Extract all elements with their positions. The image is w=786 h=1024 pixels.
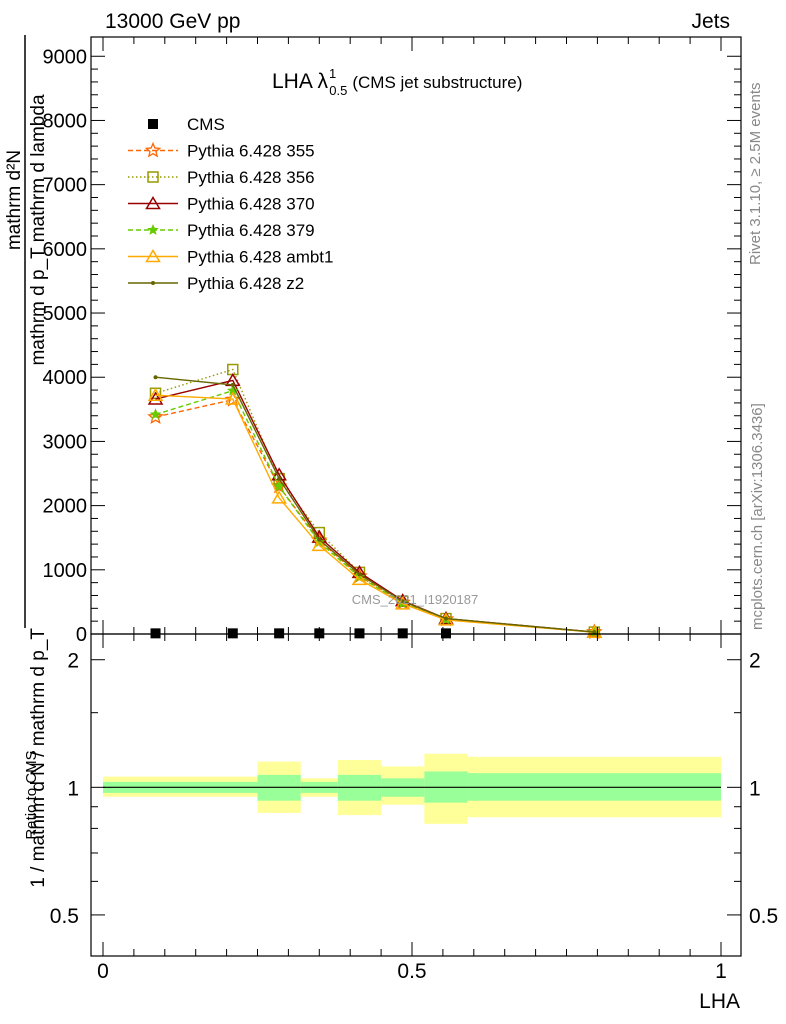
series-line-6 xyxy=(155,376,595,633)
main-ytick-label-0: 0 xyxy=(76,624,87,646)
main-title-text: LHA λ xyxy=(272,70,329,93)
legend-entry-1: Pythia 6.428 355 xyxy=(128,142,315,161)
series-0-point-6 xyxy=(440,628,451,639)
series-1-point-1 xyxy=(224,390,242,407)
main-ytick-label-7: 7000 xyxy=(43,175,88,197)
main-title: LHA λ1 0.5 (CMS jet substructure) xyxy=(272,66,522,98)
main-ytick-label-1: 1000 xyxy=(43,560,88,582)
legend-marker-6 xyxy=(151,281,155,285)
header-left: 13000 GeV pp xyxy=(105,10,240,33)
legend-label-6: Pythia 6.428 z2 xyxy=(187,274,304,293)
main-series xyxy=(147,363,603,640)
legend-label-1: Pythia 6.428 355 xyxy=(187,142,315,161)
legend-marker-4 xyxy=(147,223,159,235)
main-subtitle: (CMS jet substructure) xyxy=(352,73,522,92)
ratio-ylabel: Ratio to CMS xyxy=(23,750,40,839)
main-ytick-label-8: 8000 xyxy=(43,110,88,132)
ylabel-top: mathrm d²N xyxy=(4,150,25,250)
legend-label-4: Pythia 6.428 379 xyxy=(187,221,315,240)
ratio-ytick-label-right-1: 1 xyxy=(749,777,761,800)
axis-ticks: 0 1000 2000 3000 4000 5000 6000 7000 8000 9000 0.5… xyxy=(43,37,778,983)
legend-entry-4: Pythia 6.428 379 xyxy=(128,221,315,240)
ylabel-bot: 1 / mathrm d N / mathrm d p_T xyxy=(28,628,49,888)
series-0-point-5 xyxy=(397,628,408,639)
series-0-point-0 xyxy=(150,628,161,639)
ratio-xtick-label-2: 1 xyxy=(715,960,727,983)
series-6-point-1 xyxy=(230,382,235,387)
watermark: CMS_2021_I1920187 xyxy=(352,592,479,607)
ratio-ytick-label-left-0: 0.5 xyxy=(50,905,79,928)
ratio-plot-frame xyxy=(90,633,742,957)
header-right: Jets xyxy=(691,10,730,33)
ratio-bands xyxy=(103,753,721,824)
main-title-sup: 1 xyxy=(329,66,336,81)
series-5-point-0 xyxy=(147,387,164,401)
legend-entry-5: Pythia 6.428 ambt1 xyxy=(128,248,333,267)
legend: CMS Pythia 6.428 355 Pythia 6.428 356 Pythi… xyxy=(128,115,333,293)
legend-entry-0: CMS xyxy=(148,115,225,134)
series-6-point-7 xyxy=(592,630,597,635)
series-6-point-6 xyxy=(443,616,448,621)
x-axis-label: LHA xyxy=(699,990,740,1013)
series-6 xyxy=(153,375,597,635)
legend-marker-0 xyxy=(148,119,158,129)
legend-label-3: Pythia 6.428 370 xyxy=(187,195,315,214)
main-ytick-label-9: 9000 xyxy=(43,46,88,68)
ratio-ytick-label-left-2: 2 xyxy=(67,650,79,673)
series-4-point-0 xyxy=(149,408,162,420)
main-ytick-label-3: 3000 xyxy=(43,431,88,453)
legend-entry-6: Pythia 6.428 z2 xyxy=(128,274,304,293)
legend-label-5: Pythia 6.428 ambt1 xyxy=(187,248,333,267)
main-ytick-label-5: 5000 xyxy=(43,303,88,325)
main-ytick-label-2: 2000 xyxy=(43,496,88,518)
legend-marker-5 xyxy=(145,249,161,263)
ratio-ytick-label-right-2: 2 xyxy=(749,650,761,673)
legend-marker-1 xyxy=(144,141,162,158)
ratio-ytick-label-right-0: 0.5 xyxy=(749,905,778,928)
legend-label-0: CMS xyxy=(187,115,225,134)
series-6-point-4 xyxy=(357,572,362,577)
ratio-ytick-label-left-1: 1 xyxy=(67,777,79,800)
series-6-point-3 xyxy=(317,537,322,542)
main-title-sub: 0.5 xyxy=(329,83,347,98)
main-ytick-label-4: 4000 xyxy=(43,367,88,389)
series-5-point-1 xyxy=(224,391,241,405)
series-5-point-3 xyxy=(311,537,328,552)
rivet-label: Rivet 3.1.10, ≥ 2.5M events xyxy=(747,83,764,266)
legend-marker-2 xyxy=(147,171,159,183)
series-line-5 xyxy=(155,394,595,633)
legend-entry-2: Pythia 6.428 356 xyxy=(128,168,315,187)
series-5-point-2 xyxy=(271,490,287,504)
series-6-point-0 xyxy=(153,375,158,380)
series-1-point-0 xyxy=(147,408,164,425)
legend-label-2: Pythia 6.428 356 xyxy=(187,168,315,187)
series-6-point-5 xyxy=(400,599,405,604)
ratio-xtick-label-1: 0.5 xyxy=(397,960,426,983)
ylabel-mid: mathrm d p_T mathrm d lambda xyxy=(28,94,49,365)
plot-frames xyxy=(90,36,742,957)
series-6-point-2 xyxy=(277,476,282,481)
legend-marker-3 xyxy=(145,196,161,210)
series-0-point-1 xyxy=(227,628,238,639)
series-3-point-0 xyxy=(147,391,164,405)
mcplots-label: mcplots.cern.ch [arXiv:1306.3436] xyxy=(749,403,766,630)
series-5-point-4 xyxy=(351,571,368,586)
series-line-2 xyxy=(155,368,595,633)
ratio-xtick-label-0: 0 xyxy=(97,960,109,983)
series-line-4 xyxy=(155,389,595,633)
legend-entry-3: Pythia 6.428 370 xyxy=(128,195,315,214)
main-ytick-label-6: 6000 xyxy=(43,239,88,261)
series-0-point-4 xyxy=(354,628,365,639)
series-0-point-2 xyxy=(274,628,285,639)
